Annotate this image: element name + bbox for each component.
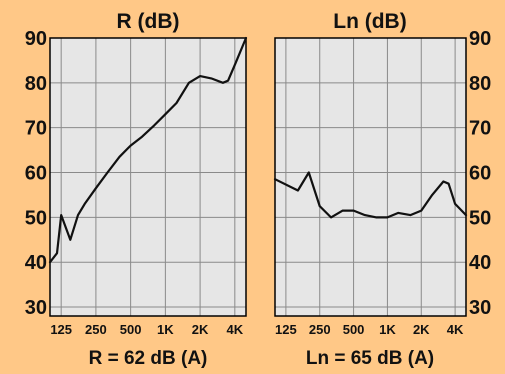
plot-area xyxy=(50,38,246,316)
y-tick-label: 70 xyxy=(469,118,491,140)
rating-label: R = 62 dB (A) xyxy=(89,348,208,369)
series-line-1 xyxy=(273,171,468,219)
x-tick-label: 4K xyxy=(227,322,244,337)
x-tick-label: 1K xyxy=(157,322,174,337)
y-tick-label: 60 xyxy=(25,163,47,185)
x-tick-label: 1K xyxy=(379,322,396,337)
rating-label: Ln = 65 dB (A) xyxy=(306,348,434,369)
plot-border xyxy=(49,37,247,317)
y-tick-label: 50 xyxy=(25,207,47,229)
y-tick-label: 40 xyxy=(469,252,491,274)
plot-border xyxy=(274,37,467,317)
x-tick-label: 250 xyxy=(85,322,107,337)
x-tick-label: 500 xyxy=(120,322,142,337)
y-tick-label: 40 xyxy=(25,252,47,274)
y-tick-label: 60 xyxy=(469,163,491,185)
x-tick-label: 4K xyxy=(447,322,464,337)
x-tick-label: 125 xyxy=(50,322,72,337)
x-tick-label: 500 xyxy=(343,322,365,337)
chart-panel-2: Ln (dB) 30 40 50 60 70 80 90 125 250 500 1K 2K 4K Ln =… xyxy=(273,10,491,369)
y-tick-label: 70 xyxy=(25,118,47,140)
chart-panel-1: R (dB) 30 40 50 60 70 80 90 125 250 500 1K 2K 4K R = 6… xyxy=(25,10,248,369)
y-tick-label: 80 xyxy=(25,73,47,95)
series-line-1 xyxy=(48,36,248,264)
y-tick-label: 80 xyxy=(469,73,491,95)
plot-area xyxy=(275,38,466,316)
chart-title: Ln (dB) xyxy=(333,10,406,33)
y-tick-label: 90 xyxy=(25,28,47,50)
x-tick-label: 125 xyxy=(275,322,297,337)
x-tick-label: 250 xyxy=(309,322,331,337)
x-tick-label: 2K xyxy=(413,322,430,337)
y-tick-label: 50 xyxy=(469,207,491,229)
y-tick-label: 30 xyxy=(25,297,47,319)
y-tick-label: 90 xyxy=(469,28,491,50)
y-tick-label: 30 xyxy=(469,297,491,319)
chart-title: R (dB) xyxy=(117,10,180,33)
x-tick-label: 2K xyxy=(192,322,209,337)
